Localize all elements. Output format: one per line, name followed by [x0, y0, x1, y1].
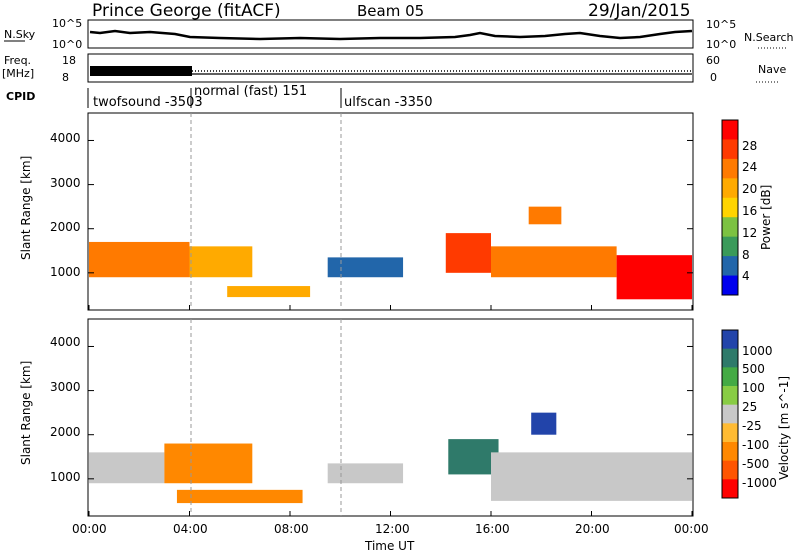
velocity-cbar-swatch-3 — [722, 386, 738, 406]
power-ytick-4000: 4000 — [50, 131, 81, 145]
noise-tick-top-left: 10^5 — [52, 17, 82, 30]
velocity-cbar-tick-1000: 1000 — [742, 344, 773, 358]
velocity-band-3 — [327, 463, 404, 484]
noise-tick-bottom-right: 10^0 — [706, 38, 736, 51]
power-band-1 — [189, 246, 253, 278]
velocity-ytick-1000: 1000 — [50, 470, 81, 484]
freq-label-2: [MHz] — [2, 67, 34, 80]
power-band-3 — [327, 257, 404, 278]
power-cbar-tick-4: 4 — [742, 269, 750, 283]
noise-tick-bottom-left: 10^0 — [52, 38, 82, 51]
velocity-cbar-tick-100: 100 — [742, 381, 765, 395]
xtick-2: 08:00 — [274, 522, 309, 536]
power-ylabel: Slant Range [km] — [19, 156, 33, 260]
velocity-cbar-tick-500: 500 — [742, 362, 765, 376]
power-cbar-tick-8: 8 — [742, 248, 750, 262]
power-cbar-swatch-8 — [722, 275, 738, 296]
velocity-cbar-tick-m100: -100 — [742, 438, 769, 452]
velocity-ylabel: Slant Range [km] — [19, 361, 33, 465]
power-ytick-1000: 1000 — [50, 265, 81, 279]
velocity-band-2 — [176, 489, 303, 504]
power-cbar-swatch-1 — [722, 139, 738, 160]
power-cbar-swatch-7 — [722, 256, 738, 277]
cpid-segment-2: ulfscan -3350 — [344, 95, 432, 110]
velocity-cbar-label: Velocity [m s^-1] — [777, 376, 791, 480]
velocity-cbar-swatch-1 — [722, 348, 738, 368]
power-cbar-swatch-3 — [722, 178, 738, 199]
velocity-band-6 — [531, 412, 557, 435]
power-band-0 — [89, 241, 190, 278]
power-ytick-2000: 2000 — [50, 220, 81, 234]
nave-tick-bottom: 0 — [710, 71, 717, 84]
freq-tick-bottom: 8 — [62, 71, 69, 84]
velocity-colorbar: 1000 500 100 25 -25 -100 -500 -1000 Velo… — [721, 329, 791, 499]
power-cbar-tick-20: 20 — [742, 182, 757, 196]
xtick-6: 00:00 — [674, 522, 709, 536]
power-band-4 — [445, 233, 491, 273]
freq-tick-top: 18 — [62, 54, 76, 67]
power-cbar-tick-16: 16 — [742, 204, 757, 218]
power-cbar-label: Power [dB] — [759, 185, 773, 250]
power-cbar-tick-24: 24 — [742, 160, 757, 174]
xtick-3: 12:00 — [375, 522, 410, 536]
noise-right-label: N.Search — [744, 31, 794, 44]
noise-tick-top-right: 10^5 — [706, 18, 736, 31]
power-cbar-swatch-2 — [722, 158, 738, 179]
cpid-label: CPID — [6, 90, 35, 103]
velocity-band-4 — [448, 439, 499, 475]
noise-left-label: N.Sky — [4, 28, 36, 41]
freq-panel: Freq. [MHz] 18 8 60 0 Nave — [2, 53, 786, 84]
power-band-5 — [491, 246, 617, 278]
power-ytick-3000: 3000 — [50, 176, 81, 190]
nave-label: Nave — [758, 63, 786, 76]
power-cbar-tick-28: 28 — [742, 139, 757, 153]
power-cbar-tick-12: 12 — [742, 226, 757, 240]
cpid-segment-0: twofsound -3503 — [93, 95, 203, 110]
power-cbar-swatch-0 — [722, 120, 738, 140]
velocity-cbar-swatch-4 — [722, 404, 738, 424]
x-axis: 00:00 04:00 08:00 12:00 16:00 20:00 00:0… — [72, 305, 709, 553]
station-title: Prince George (fitACF) — [92, 1, 281, 21]
velocity-cbar-tick-m25: -25 — [742, 419, 762, 433]
cpid-segment-1: normal (fast) 151 — [194, 84, 307, 99]
velocity-cbar-swatch-7 — [722, 460, 738, 480]
power-band-6 — [616, 255, 692, 300]
power-cbar-swatch-5 — [722, 217, 738, 238]
xtick-1: 04:00 — [173, 522, 208, 536]
freq-label-1: Freq. — [4, 54, 31, 67]
power-band-7 — [528, 206, 562, 225]
velocity-cbar-tick-25: 25 — [742, 400, 757, 414]
xtick-5: 20:00 — [575, 522, 610, 536]
velocity-panel: 4000 3000 2000 1000 Slant Range [km] — [19, 318, 694, 517]
velocity-cbar-tick-m500: -500 — [742, 457, 769, 471]
velocity-ytick-4000: 4000 — [50, 335, 81, 349]
freq-trace-twofsound — [90, 66, 192, 76]
x-axis-label: Time UT — [364, 539, 415, 553]
noise-panel: N.Sky 10^5 10^0 10^5 10^0 N.Search — [4, 17, 794, 51]
velocity-cbar-tick-m1000: -1000 — [742, 476, 777, 490]
xtick-4: 16:00 — [475, 522, 510, 536]
nave-tick-top: 60 — [706, 54, 720, 67]
velocity-band-1 — [164, 443, 253, 484]
power-cbar-swatch-4 — [722, 197, 738, 218]
velocity-cbar-swatch-5 — [722, 423, 738, 443]
velocity-ytick-3000: 3000 — [50, 380, 81, 394]
velocity-ytick-2000: 2000 — [50, 425, 81, 439]
velocity-cbar-swatch-6 — [722, 442, 738, 462]
velocity-band-5 — [491, 452, 692, 501]
beam-label: Beam 05 — [357, 2, 424, 20]
power-cbar-swatch-6 — [722, 236, 738, 257]
power-band-2 — [227, 286, 311, 298]
power-colorbar: 28 24 20 16 12 8 4 Power [dB] — [721, 119, 773, 296]
velocity-band-0 — [89, 452, 165, 484]
power-panel: 4000 3000 2000 1000 Slant Range [km] — [19, 112, 694, 311]
velocity-cbar-swatch-8 — [722, 479, 738, 499]
date-label: 29/Jan/2015 — [588, 1, 691, 21]
velocity-cbar-swatch-0 — [722, 330, 738, 350]
velocity-cbar-swatch-2 — [722, 367, 738, 387]
xtick-0: 00:00 — [72, 522, 107, 536]
cpid-row: CPID twofsound -3503 normal (fast) 151 u… — [6, 84, 432, 110]
noise-trace — [89, 29, 693, 41]
